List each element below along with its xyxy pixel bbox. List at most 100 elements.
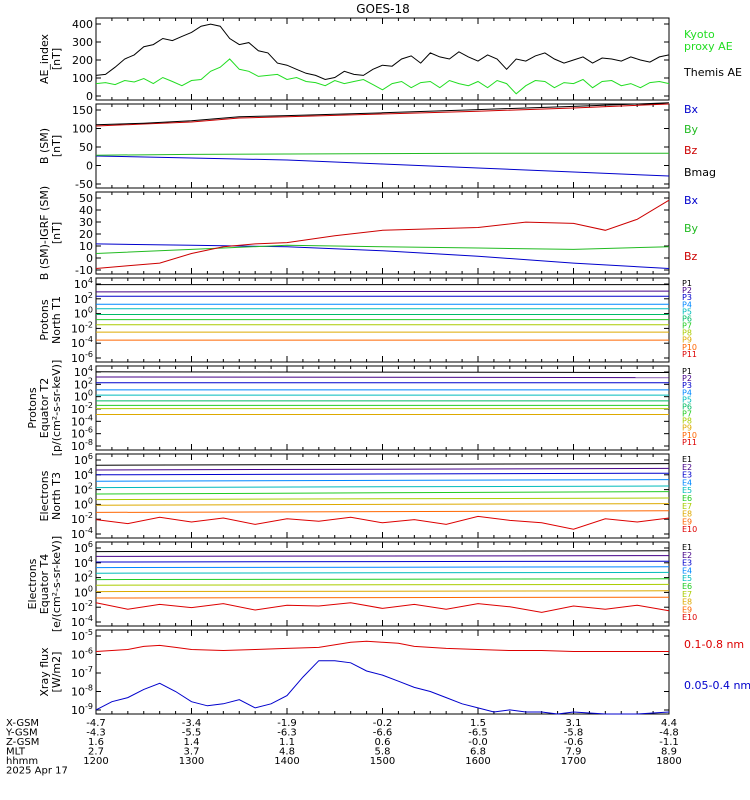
legend-entry: E10: [682, 525, 697, 534]
y-tick-label: 104: [74, 467, 93, 482]
legend-entry: E2: [682, 463, 692, 472]
legend-entry: P3: [682, 381, 692, 390]
legend-entry: P1: [682, 367, 692, 376]
series-line-e4: [95, 479, 670, 482]
y-axis-label: B (SM): [38, 128, 51, 164]
y-tick-label: 104: [74, 555, 93, 570]
panel-frame: [95, 365, 670, 451]
legend-entry: P10: [682, 431, 697, 440]
series-line-e10: [95, 602, 670, 613]
y-axis-label: Electrons: [26, 558, 39, 609]
series-line-e8: [95, 590, 670, 593]
series-line-e7: [95, 497, 670, 501]
y-tick-label: 10-4: [71, 526, 93, 541]
series-line-e2: [95, 467, 670, 471]
legend-entry: E8: [682, 598, 692, 607]
panel-frame: [95, 453, 670, 539]
series-line-0-1-0-8-nm: [95, 640, 669, 652]
series-line-p1: [95, 371, 670, 373]
y-tick-label: 102: [74, 570, 93, 585]
y-axis-label: Electrons: [38, 470, 51, 521]
series-line-themis-ae: [95, 23, 670, 81]
axis-row-value: -1.9: [277, 718, 297, 729]
series-line-bx: [95, 243, 670, 269]
legend-entry: E3: [682, 559, 692, 568]
axis-row-value: 1.4: [184, 737, 200, 748]
legend-entry: P5: [682, 307, 692, 316]
axis-row-label: Z-GSM: [6, 737, 39, 748]
axis-row-value: 1600: [465, 756, 490, 767]
y-tick-label: 100: [74, 584, 93, 599]
y-tick-label: 102: [74, 291, 93, 306]
series-line-e3: [95, 560, 670, 563]
legend-entry: E7: [682, 590, 692, 599]
legend-entry: E5: [682, 486, 692, 495]
legend-entry: P4: [682, 388, 692, 397]
y-axis-label: [nT]: [50, 222, 63, 244]
series-line-bz: [95, 103, 670, 127]
y-axis-label: North T1: [50, 296, 63, 344]
axis-row-value: 0.6: [375, 737, 391, 748]
axis-row-value: 3.7: [184, 747, 200, 758]
axis-row-value: 1800: [656, 756, 681, 767]
legend-entry: By: [684, 123, 699, 136]
axis-row-value: 1.6: [88, 737, 104, 748]
legend-entry: E9: [682, 605, 692, 614]
axis-row-value: -5.8: [564, 728, 584, 739]
axis-row-value: 1.5: [470, 718, 486, 729]
y-axis-label: [e/(cm²-s-sr-keV)]: [50, 536, 63, 632]
axis-row-value: 5.8: [375, 747, 391, 758]
series-line-e9: [95, 510, 670, 513]
series-line-e4: [95, 566, 670, 569]
y-tick-label: -50: [75, 178, 93, 191]
date-label: 2025 Apr 17: [6, 766, 68, 777]
panel-frame: [95, 191, 670, 275]
axis-row-label: hhmm: [6, 756, 38, 767]
series-line-p2: [95, 376, 670, 379]
y-axis-label: AE_index: [38, 33, 51, 84]
y-axis-label: Equator T4: [38, 554, 51, 614]
legend-entry: P8: [682, 329, 692, 338]
legend-entry: Bz: [684, 144, 698, 157]
axis-row-value: -0.2: [373, 718, 393, 729]
legend-entry: P6: [682, 314, 692, 323]
legend-entry: E10: [682, 613, 697, 622]
chart-title: GOES-18: [356, 2, 410, 16]
axis-row-value: 1700: [561, 756, 586, 767]
series-line-e9: [95, 596, 670, 599]
series-line-p2: [95, 290, 670, 293]
axis-row-value: 1400: [274, 756, 299, 767]
axis-row-value: -0.6: [564, 737, 584, 748]
y-tick-label: 200: [72, 54, 93, 67]
axis-row-value: 1500: [370, 756, 395, 767]
legend-entry: P8: [682, 417, 692, 426]
y-tick-label: 10-4: [71, 413, 93, 428]
legend-entry: E6: [682, 494, 692, 503]
y-tick-label: 102: [74, 376, 93, 391]
y-tick-label: 10-2: [71, 320, 93, 335]
y-tick-label: 106: [74, 452, 93, 467]
series-line-e6: [95, 491, 670, 495]
y-tick-label: 0: [86, 90, 93, 103]
legend-entry: P7: [682, 410, 692, 419]
y-tick-label: 104: [74, 276, 93, 291]
axis-row-value: 1.1: [279, 737, 295, 748]
legend-entry: Bmag: [684, 166, 716, 179]
series-line-e3: [95, 472, 670, 476]
y-tick-label: 100: [72, 72, 93, 85]
panel-2: 150 100 50 0 -50 B (SM) [nT] Bx By Bz Bmag: [38, 102, 716, 191]
series-line-e7: [95, 583, 670, 586]
axis-row-label: MLT: [6, 747, 26, 758]
y-tick-label: 50: [79, 192, 93, 205]
legend-entry: P2: [682, 286, 692, 295]
y-tick-label: 102: [74, 482, 93, 497]
legend-entry: P9: [682, 336, 692, 345]
legend-entry: Themis AE: [683, 66, 742, 79]
series-line-e10: [95, 515, 670, 530]
legend-entry: P1: [682, 279, 692, 288]
y-axis-label: North T3: [50, 472, 63, 520]
